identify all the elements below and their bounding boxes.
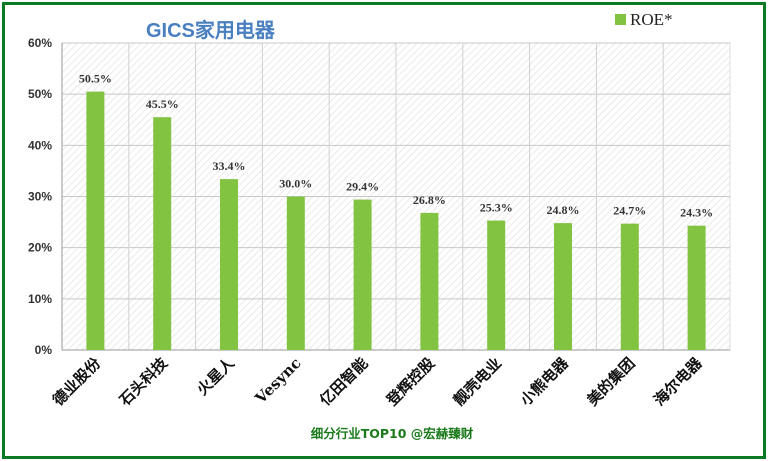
bar bbox=[487, 220, 506, 350]
data-label: 24.8% bbox=[547, 203, 580, 217]
x-tick-label: Vesync bbox=[251, 354, 305, 408]
x-tick-label: 登辉控股 bbox=[382, 353, 439, 410]
bar bbox=[286, 196, 305, 350]
data-label: 45.5% bbox=[146, 97, 179, 111]
data-label: 29.4% bbox=[346, 180, 379, 194]
x-tick-label: 海尔电器 bbox=[650, 353, 706, 409]
bar bbox=[420, 212, 439, 350]
legend: ROE* bbox=[615, 10, 673, 29]
y-tick-label: 0% bbox=[35, 343, 53, 357]
legend-swatch bbox=[615, 14, 626, 25]
data-label: 24.7% bbox=[613, 204, 646, 218]
y-axis: 0% 10% 20% 30% 40% 50% 60% bbox=[28, 36, 52, 357]
bar bbox=[86, 91, 105, 350]
x-tick-label: 德业股份 bbox=[49, 353, 105, 409]
x-tick-label: 靓壳电业 bbox=[450, 354, 505, 409]
legend-label: ROE* bbox=[630, 10, 673, 29]
data-label: 30.0% bbox=[279, 177, 312, 191]
data-label: 33.4% bbox=[213, 159, 246, 173]
x-tick-label: 火星人 bbox=[193, 353, 238, 398]
bar bbox=[554, 223, 572, 350]
x-tick-label: 小熊电器 bbox=[517, 353, 573, 409]
gridlines bbox=[61, 42, 730, 351]
y-tick-label: 50% bbox=[28, 87, 52, 101]
x-tick-label: 亿田智能 bbox=[316, 354, 371, 409]
y-tick-label: 10% bbox=[28, 292, 52, 306]
data-label: 24.3% bbox=[680, 206, 713, 220]
bar bbox=[687, 225, 706, 350]
x-axis: 德业股份 石头科技 火星人 Vesync 亿田智能 登辉控股 靓壳电业 小熊电器 美的集团 海尔电… bbox=[49, 353, 706, 410]
bar bbox=[353, 199, 372, 350]
data-label: 26.8% bbox=[413, 193, 446, 207]
data-label: 50.5% bbox=[79, 72, 112, 86]
y-tick-label: 20% bbox=[28, 241, 52, 255]
bar bbox=[153, 117, 172, 350]
bars bbox=[86, 91, 706, 350]
y-tick-label: 30% bbox=[28, 190, 52, 204]
data-label: 25.3% bbox=[480, 201, 513, 215]
y-tick-label: 60% bbox=[28, 36, 52, 50]
x-tick-label: 石头科技 bbox=[115, 353, 172, 410]
x-tick-label: 美的集团 bbox=[583, 354, 638, 409]
y-tick-label: 40% bbox=[28, 138, 52, 152]
chart-footer: 细分行业TOP10 @宏赫臻财 bbox=[311, 426, 474, 441]
bar bbox=[620, 223, 639, 350]
chart-title: GICS家用电器 bbox=[146, 18, 276, 42]
bar bbox=[220, 179, 238, 350]
data-labels: 50.5% 45.5% 33.4% 30.0% 29.4% 26.8% 25.3% 24.8%… bbox=[79, 72, 713, 220]
